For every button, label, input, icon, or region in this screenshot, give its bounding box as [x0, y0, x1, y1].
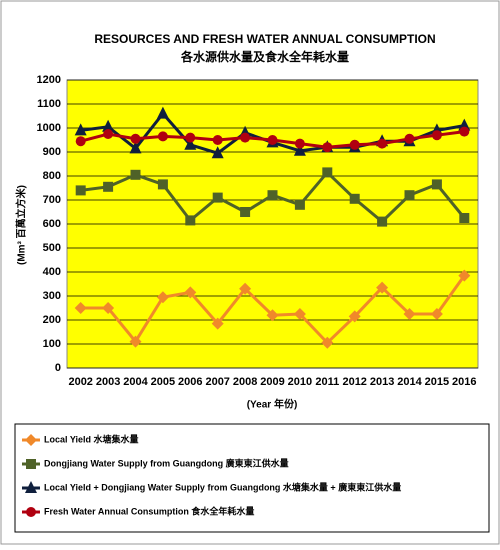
data-point — [211, 146, 224, 159]
data-point — [157, 179, 168, 190]
data-point — [431, 179, 442, 190]
data-point — [404, 190, 415, 201]
legend-marker — [26, 459, 36, 469]
x-tick-label: 2012 — [342, 376, 366, 388]
y-tick-label: 800 — [43, 170, 61, 182]
data-point — [322, 167, 333, 178]
data-point — [377, 138, 388, 149]
data-point — [376, 281, 389, 294]
data-point — [75, 136, 86, 147]
data-point — [130, 133, 141, 144]
data-point — [239, 282, 252, 295]
legend-label: Local Yield 水塘集水量 — [44, 433, 139, 444]
data-point — [266, 309, 279, 322]
y-tick-label: 1000 — [37, 122, 61, 134]
legend-label: Fresh Water Annual Consumption 食水全年耗水量 — [44, 505, 254, 516]
data-point — [103, 181, 114, 192]
legend-label: Local Yield + Dongjiang Water Supply fro… — [44, 481, 401, 492]
x-tick-label: 2010 — [288, 376, 312, 388]
x-tick-label: 2009 — [260, 376, 284, 388]
y-tick-label: 0 — [55, 362, 61, 374]
data-point — [294, 138, 305, 149]
data-point — [212, 135, 223, 145]
data-point — [184, 286, 197, 299]
data-point — [349, 139, 360, 150]
data-point — [321, 336, 334, 349]
data-point — [130, 169, 141, 180]
x-tick-label: 2014 — [397, 376, 422, 388]
y-tick-label: 100 — [43, 338, 61, 350]
y-tick-label: 500 — [43, 242, 61, 254]
legend-box — [14, 423, 490, 533]
x-tick-label: 2007 — [205, 376, 229, 388]
x-tick-label: 2004 — [123, 376, 148, 388]
data-point — [459, 213, 470, 223]
y-tick-label: 400 — [43, 266, 61, 278]
y-tick-label: 700 — [43, 194, 61, 206]
legend-marker — [25, 434, 37, 446]
legend-marker — [26, 507, 36, 517]
data-point — [240, 132, 251, 143]
x-tick-label: 2002 — [68, 376, 92, 388]
data-point — [184, 137, 197, 150]
data-point — [156, 106, 169, 119]
data-point — [157, 131, 168, 142]
y-tick-label: 300 — [43, 290, 61, 302]
data-point — [240, 207, 251, 217]
data-point — [293, 143, 306, 156]
data-point — [74, 302, 87, 314]
data-point — [267, 135, 278, 145]
y-axis-title: (Mm³ 百萬立方米) — [15, 185, 28, 265]
data-point — [293, 308, 306, 320]
data-point — [129, 335, 142, 348]
x-tick-label: 2015 — [425, 376, 449, 388]
data-point — [75, 185, 86, 196]
y-tick-label: 900 — [43, 146, 61, 158]
y-tick-label: 600 — [43, 218, 61, 230]
data-point — [129, 141, 142, 154]
data-point — [294, 199, 305, 210]
data-point — [377, 216, 388, 227]
data-point — [74, 123, 87, 136]
x-tick-label: 2003 — [96, 376, 120, 388]
data-point — [348, 310, 361, 323]
data-point — [322, 142, 333, 153]
x-axis-title: (Year 年份) — [247, 398, 298, 411]
chart-title: RESOURCES AND FRESH WATER ANNUAL CONSUMP… — [94, 32, 435, 46]
x-tick-label: 2016 — [452, 376, 476, 388]
data-point — [185, 132, 196, 143]
data-point — [212, 192, 223, 203]
x-tick-label: 2013 — [370, 376, 394, 388]
data-point — [458, 269, 471, 282]
legend-marker — [25, 481, 37, 493]
legend-label: Dongjiang Water Supply from Guangdong 廣東… — [44, 457, 289, 468]
x-tick-label: 2006 — [178, 376, 202, 388]
data-point — [102, 302, 115, 314]
data-point — [211, 317, 224, 330]
data-point — [349, 193, 360, 204]
y-tick-label: 1200 — [37, 74, 61, 86]
x-tick-label: 2008 — [233, 376, 257, 388]
y-tick-label: 200 — [43, 314, 61, 326]
x-tick-label: 2011 — [315, 376, 339, 388]
data-point — [156, 291, 169, 304]
chart-subtitle: 各水源供水量及食水全年耗水量 — [180, 49, 349, 64]
data-point — [267, 190, 278, 201]
data-point — [431, 130, 442, 141]
data-point — [403, 308, 416, 320]
data-point — [404, 133, 415, 144]
data-point — [185, 215, 196, 226]
x-tick-label: 2005 — [151, 376, 175, 388]
y-tick-label: 1100 — [37, 98, 61, 110]
data-point — [102, 119, 115, 132]
data-point — [103, 129, 114, 139]
data-point — [430, 308, 443, 320]
data-point — [459, 126, 470, 137]
